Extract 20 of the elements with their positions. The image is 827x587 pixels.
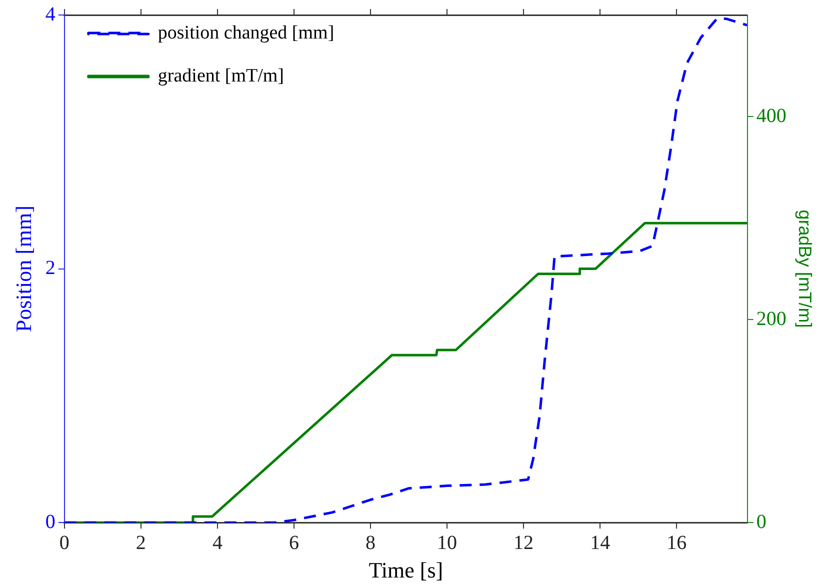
y2-tick-label: 0 [756,510,766,533]
legend-label: gradient [mT/m] [158,65,284,86]
y-axis-title: Position [mm] [10,206,36,332]
y-tick-label: 4 [45,3,56,26]
x-tick-label: 12 [514,532,534,554]
legend-label: position changed [mm] [158,22,334,44]
x-tick-label: 14 [590,532,610,554]
y-tick-label: 0 [45,510,56,533]
x-tick-label: 4 [212,532,222,554]
y2-tick-label: 400 [756,104,786,127]
x-tick-label: 8 [366,532,376,554]
y-tick-label: 2 [45,257,56,280]
y2-axis-title: gradBy [mT/m] [795,210,816,328]
x-tick-label: 10 [437,532,458,554]
x-tick-label: 16 [666,532,687,554]
x-tick-label: 6 [288,532,299,554]
x-tick-label: 0 [59,532,70,554]
x-axis-title: Time [s] [368,558,444,583]
y2-tick-label: 200 [756,308,786,330]
x-tick-label: 2 [136,532,146,554]
